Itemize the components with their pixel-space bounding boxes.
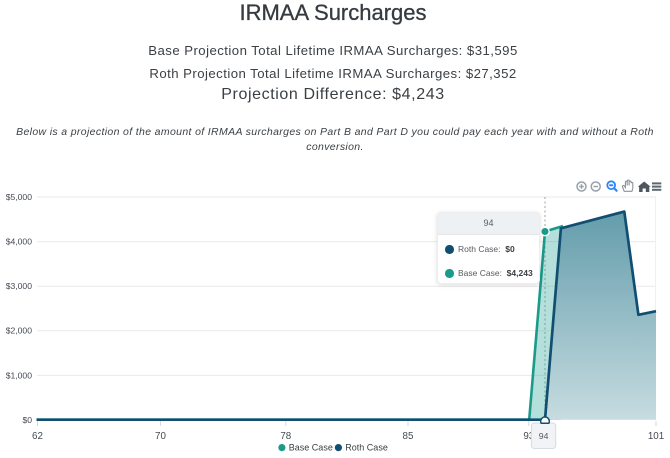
svg-text:62: 62	[32, 431, 43, 442]
svg-text:$2,000: $2,000	[6, 326, 33, 336]
svg-text:$4,000: $4,000	[6, 237, 33, 247]
svg-text:70: 70	[155, 431, 166, 442]
svg-text:Roth Case: Roth Case	[345, 443, 388, 453]
svg-text:$0: $0	[22, 415, 32, 425]
svg-text:78: 78	[280, 431, 291, 442]
svg-text:$1,000: $1,000	[6, 370, 33, 380]
svg-text:Base Case: Base Case	[289, 443, 333, 453]
svg-text:93: 93	[523, 431, 534, 442]
svg-text:101: 101	[648, 431, 664, 442]
svg-text:$3,000: $3,000	[6, 281, 33, 291]
svg-text:$5,000: $5,000	[6, 192, 33, 202]
svg-text:85: 85	[403, 431, 414, 442]
svg-text:94: 94	[539, 431, 549, 441]
